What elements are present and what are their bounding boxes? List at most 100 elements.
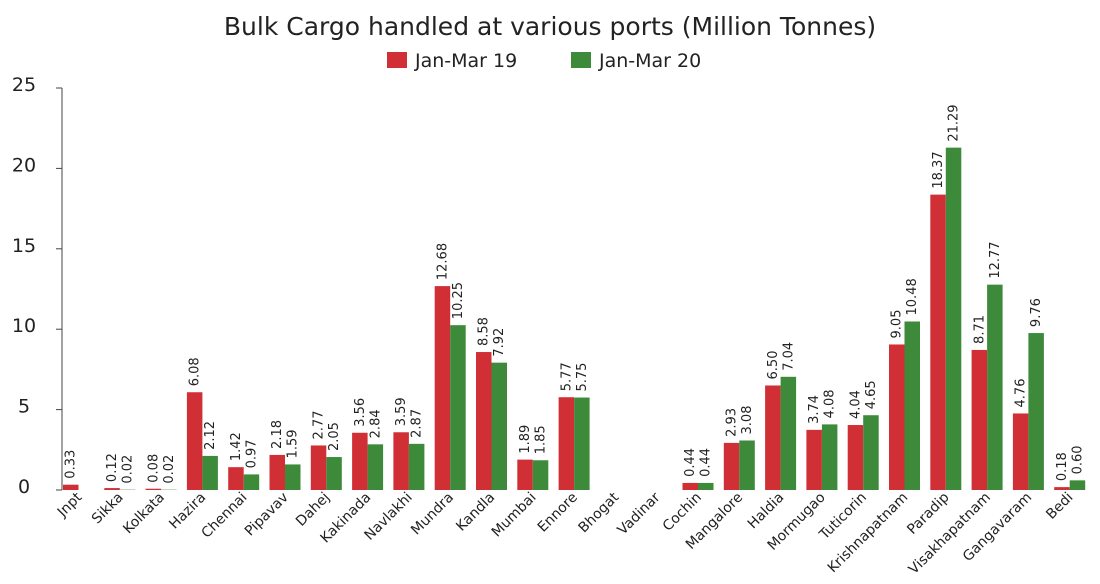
- value-label-dahej-jan-mar-19: 2.77: [312, 411, 327, 440]
- legend-swatch-jan-mar-20: [571, 52, 591, 68]
- value-label-bedi-jan-mar-20: 0.60: [1070, 445, 1085, 474]
- value-label-hazira-jan-mar-19: 6.08: [188, 357, 203, 386]
- bar-haldia-jan-mar-19: [765, 385, 781, 490]
- value-label-tuticorin-jan-mar-20: 4.65: [864, 380, 879, 409]
- bar-visakhapatnam-jan-mar-20: [987, 284, 1003, 490]
- value-label-hazira-jan-mar-20: 2.12: [203, 421, 218, 450]
- value-label-mumbai-jan-mar-20: 1.85: [534, 425, 549, 454]
- value-label-paradip-jan-mar-20: 21.29: [947, 104, 962, 141]
- value-label-gangavaram-jan-mar-19: 4.76: [1014, 379, 1029, 408]
- bar-chennai-jan-mar-20: [243, 474, 260, 490]
- value-label-ennore-jan-mar-20: 5.75: [575, 363, 590, 392]
- value-label-krishnapatnam-jan-mar-20: 10.48: [905, 278, 920, 315]
- category-label-kolkata: Kolkata: [120, 490, 168, 538]
- category-label-sikka: Sikka: [89, 490, 127, 528]
- legend-swatch-jan-mar-19: [387, 52, 407, 68]
- bar-pipavav-jan-mar-20: [285, 464, 301, 490]
- value-label-gangavaram-jan-mar-20: 9.76: [1029, 298, 1044, 327]
- y-tick-label: 5: [18, 396, 30, 418]
- bar-kandla-jan-mar-20: [491, 362, 507, 490]
- value-label-visakhapatnam-jan-mar-20: 12.77: [988, 241, 1003, 278]
- category-label-pipavav: Pipavav: [242, 490, 292, 540]
- bar-mangalore-jan-mar-19: [723, 442, 740, 490]
- bar-mumbai-jan-mar-19: [517, 459, 533, 490]
- legend-label-jan-mar-19: Jan-Mar 19: [414, 50, 517, 72]
- y-tick-label: 25: [12, 74, 36, 96]
- bar-gangavaram-jan-mar-19: [1012, 413, 1029, 490]
- axes: 0 5 10 15 20 25: [12, 74, 63, 498]
- value-label-dahej-jan-mar-20: 2.05: [327, 422, 342, 451]
- bar-krishnapatnam-jan-mar-19: [889, 344, 905, 490]
- bar-gangavaram-jan-mar-20: [1028, 333, 1044, 490]
- category-label-ennore: Ennore: [535, 490, 581, 536]
- value-label-kakinada-jan-mar-20: 2.84: [368, 409, 383, 438]
- value-label-navlakhi-jan-mar-19: 3.59: [394, 397, 409, 426]
- category-label-dahej: Dahej: [293, 490, 333, 530]
- bar-kandla-jan-mar-19: [476, 352, 492, 490]
- bar-pipavav-jan-mar-19: [269, 454, 285, 490]
- category-label-vadinar: Vadinar: [615, 489, 664, 538]
- category-label-chennai: Chennai: [199, 490, 251, 542]
- value-labels: 0.33 0.12 0.02 0.08 0.026.082.12 1.42 0.972.18…: [64, 104, 1086, 483]
- value-label-sikka-jan-mar-20: 0.02: [121, 455, 136, 484]
- value-label-navlakhi-jan-mar-20: 2.87: [410, 409, 425, 438]
- value-label-mumbai-jan-mar-19: 1.89: [518, 425, 533, 454]
- value-label-jnpt-jan-mar-19: 0.33: [64, 450, 79, 479]
- value-label-bedi-jan-mar-19: 0.18: [1055, 452, 1070, 481]
- y-tick-label: 0: [18, 476, 30, 498]
- category-label-bedi: Bedi: [1043, 490, 1076, 523]
- bar-visakhapatnam-jan-mar-19: [971, 349, 988, 490]
- value-label-kolkata-jan-mar-20: 0.02: [162, 455, 177, 484]
- value-label-chennai-jan-mar-20: 0.97: [244, 439, 259, 468]
- bar-ennore-jan-mar-20: [574, 397, 590, 490]
- bar-ennore-jan-mar-19: [558, 397, 575, 490]
- bar-jnpt-jan-mar-19: [63, 484, 79, 490]
- value-label-haldia-jan-mar-19: 6.50: [766, 351, 781, 380]
- value-label-kolkata-jan-mar-19: 0.08: [146, 454, 161, 483]
- value-label-mormugao-jan-mar-19: 3.74: [807, 395, 822, 424]
- bar-dahej-jan-mar-19: [310, 445, 327, 490]
- value-label-paradip-jan-mar-19: 18.37: [931, 151, 946, 188]
- value-label-cochin-jan-mar-19: 0.44: [683, 448, 698, 477]
- value-label-mundra-jan-mar-20: 10.25: [451, 282, 466, 319]
- value-label-tuticorin-jan-mar-19: 4.04: [848, 390, 863, 419]
- legend: Jan-Mar 19 Jan-Mar 20: [387, 50, 701, 72]
- value-label-haldia-jan-mar-20: 7.04: [781, 342, 796, 371]
- value-label-pipavav-jan-mar-20: 1.59: [286, 429, 301, 458]
- chart-title: Bulk Cargo handled at various ports (Mil…: [224, 12, 876, 41]
- bar-bedi-jan-mar-20: [1069, 480, 1086, 490]
- value-label-kakinada-jan-mar-19: 3.56: [353, 398, 368, 427]
- bar-kakinada-jan-mar-19: [352, 432, 368, 490]
- bar-mumbai-jan-mar-20: [532, 460, 549, 490]
- y-tick-label: 20: [12, 154, 36, 176]
- bar-cochin-jan-mar-20: [698, 482, 714, 490]
- value-label-kandla-jan-mar-20: 7.92: [492, 328, 507, 357]
- bar-mundra-jan-mar-20: [450, 325, 466, 490]
- value-label-mormugao-jan-mar-20: 4.08: [823, 389, 838, 418]
- bar-hazira-jan-mar-19: [186, 392, 203, 490]
- bar-paradip-jan-mar-20: [945, 147, 962, 490]
- value-label-ennore-jan-mar-19: 5.77: [559, 362, 574, 391]
- value-label-chennai-jan-mar-19: 1.42: [229, 432, 244, 461]
- category-label-mumbai: Mumbai: [489, 490, 540, 541]
- bar-mormugao-jan-mar-20: [821, 424, 838, 490]
- bar-bedi-jan-mar-19: [1054, 487, 1070, 490]
- bar-navlakhi-jan-mar-20: [408, 443, 425, 490]
- bar-kolkata-jan-mar-19: [145, 488, 162, 490]
- legend-label-jan-mar-20: Jan-Mar 20: [598, 50, 701, 72]
- value-label-sikka-jan-mar-19: 0.12: [105, 453, 120, 482]
- y-tick-label: 15: [12, 235, 36, 257]
- bars: [63, 147, 1086, 490]
- bar-mundra-jan-mar-19: [434, 286, 451, 490]
- value-label-krishnapatnam-jan-mar-19: 9.05: [890, 310, 905, 339]
- bar-tuticorin-jan-mar-20: [863, 415, 879, 490]
- bar-krishnapatnam-jan-mar-20: [904, 321, 920, 490]
- value-label-mangalore-jan-mar-20: 3.08: [740, 406, 755, 435]
- bar-haldia-jan-mar-20: [780, 376, 797, 490]
- category-label-mundra: Mundra: [408, 490, 457, 539]
- bar-mormugao-jan-mar-19: [806, 429, 822, 490]
- bar-hazira-jan-mar-20: [202, 455, 218, 490]
- y-tick-label: 10: [12, 315, 36, 337]
